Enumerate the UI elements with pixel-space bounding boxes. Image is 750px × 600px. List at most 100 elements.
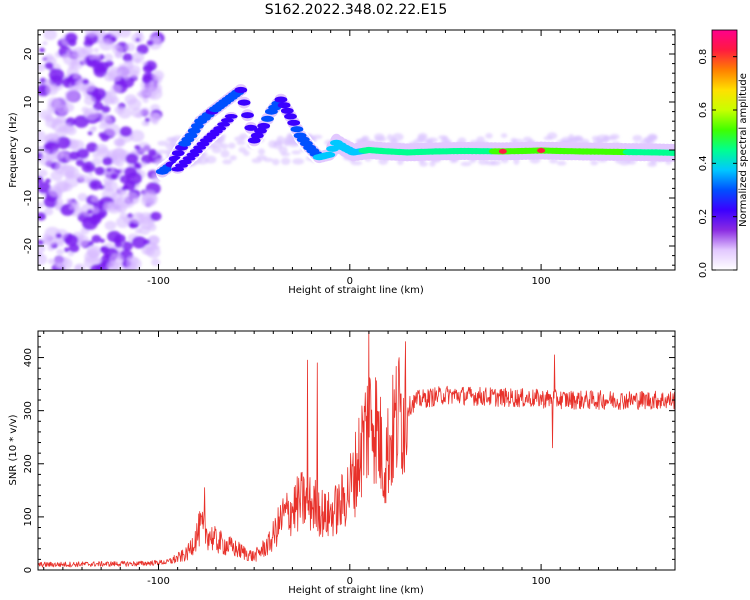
- snr-x-tick-label: 100: [532, 576, 551, 587]
- noise-speckle: [124, 42, 136, 52]
- ridge-mark-core: [171, 150, 185, 157]
- noise-speckle: [48, 68, 65, 82]
- noise-speckle: [49, 136, 56, 143]
- noise-speckle: [133, 162, 142, 169]
- noise-speckle: [94, 166, 105, 176]
- noise-speckle: [43, 30, 57, 41]
- hot-spot-mark: [537, 148, 546, 153]
- snr-y-tick-label: 100: [23, 507, 34, 526]
- colorbar-tick-label: 0.4: [698, 155, 709, 171]
- secondary-ridge-mark-core: [178, 159, 192, 165]
- noise-speckle: [92, 88, 107, 100]
- noise-speckle: [38, 175, 44, 184]
- ridge-mark-core: [244, 124, 258, 131]
- spectrogram-y-tick-label: -10: [23, 190, 34, 206]
- noise-speckle: [114, 241, 123, 248]
- noise-speckle: [73, 115, 89, 128]
- halo-speckle: [500, 133, 508, 139]
- noise-speckle: [76, 148, 90, 159]
- noise-speckle: [38, 181, 51, 194]
- noise-speckle: [66, 198, 73, 204]
- noise-speckle: [98, 132, 106, 138]
- noise-speckle: [38, 169, 48, 177]
- noise-speckle: [38, 239, 44, 246]
- noise-speckle: [107, 69, 122, 82]
- snr-x-tick-label: 0: [347, 576, 353, 587]
- halo-speckle: [476, 136, 485, 142]
- halo-speckle: [273, 139, 284, 146]
- noise-speckle: [38, 63, 46, 72]
- noise-speckle: [38, 212, 47, 221]
- spectrogram-xlabel: Height of straight line (km): [288, 285, 424, 296]
- noise-speckle: [126, 257, 142, 270]
- noise-speckle: [131, 236, 147, 249]
- halo-speckle: [280, 157, 291, 165]
- halo-speckle: [272, 158, 280, 166]
- noise-speckle: [103, 53, 114, 62]
- ridge-mark-core: [290, 126, 304, 133]
- noise-speckle: [148, 82, 162, 94]
- noise-speckle: [116, 139, 126, 147]
- noise-speckle: [44, 149, 50, 154]
- noise-speckle: [39, 47, 45, 53]
- noise-speckle: [136, 44, 149, 55]
- noise-speckle: [142, 192, 158, 206]
- noise-speckle: [49, 84, 58, 92]
- noise-speckle: [51, 124, 56, 129]
- ridge-mark-core: [191, 122, 204, 130]
- noise-speckle: [114, 105, 125, 115]
- noise-speckle: [64, 170, 76, 179]
- secondary-ridge-mark-core: [182, 156, 196, 161]
- snr-series-line: [38, 331, 675, 568]
- ridge-mark-core: [237, 99, 251, 106]
- noise-speckle: [75, 265, 82, 270]
- noise-speckle: [75, 234, 90, 247]
- noise-speckle: [56, 248, 64, 256]
- noise-speckle: [42, 41, 48, 46]
- noise-speckle: [101, 113, 110, 121]
- noise-speckle: [43, 79, 52, 87]
- spectrogram-y-tick-label: -20: [23, 238, 34, 254]
- halo-speckle: [485, 133, 493, 139]
- ridge-mark-core: [668, 149, 675, 156]
- noise-speckle: [67, 251, 75, 257]
- noise-speckle: [45, 178, 51, 184]
- noise-speckle: [103, 180, 118, 192]
- noise-speckle: [80, 86, 87, 91]
- noise-speckle: [81, 106, 89, 113]
- noise-speckle: [151, 119, 159, 125]
- noise-speckle: [146, 40, 154, 46]
- noise-speckle: [109, 96, 120, 105]
- noise-speckle: [99, 238, 105, 243]
- noise-speckle: [50, 170, 63, 182]
- noise-speckle: [64, 234, 79, 246]
- noise-speckle: [77, 193, 88, 202]
- halo-speckle: [618, 160, 631, 166]
- noise-speckle: [51, 106, 58, 112]
- halo-speckle: [220, 143, 229, 150]
- noise-speckle: [48, 185, 63, 197]
- noise-speckle: [146, 246, 161, 259]
- noise-speckle: [137, 142, 151, 153]
- noise-speckle: [89, 179, 102, 191]
- noise-speckle: [43, 235, 57, 247]
- halo-speckle: [485, 160, 497, 166]
- noise-speckle: [72, 73, 80, 80]
- noise-speckle: [142, 75, 152, 84]
- noise-speckle: [119, 126, 133, 137]
- noise-speckle: [55, 233, 62, 239]
- colorbar-label: Normalized spectral amplitude: [738, 73, 749, 227]
- halo-speckle: [256, 155, 267, 161]
- noise-speckle: [53, 256, 68, 269]
- ridge-mark-core: [280, 107, 294, 114]
- noise-speckle: [38, 253, 48, 266]
- noise-speckle: [129, 223, 135, 228]
- halo-speckle: [228, 142, 236, 149]
- figure-title: S162.2022.348.02.22.E15: [265, 2, 448, 18]
- noise-speckle: [100, 246, 106, 252]
- noise-speckle: [68, 205, 75, 210]
- halo-speckle: [460, 161, 472, 167]
- noise-speckle: [122, 185, 129, 191]
- noise-speckle: [148, 149, 157, 157]
